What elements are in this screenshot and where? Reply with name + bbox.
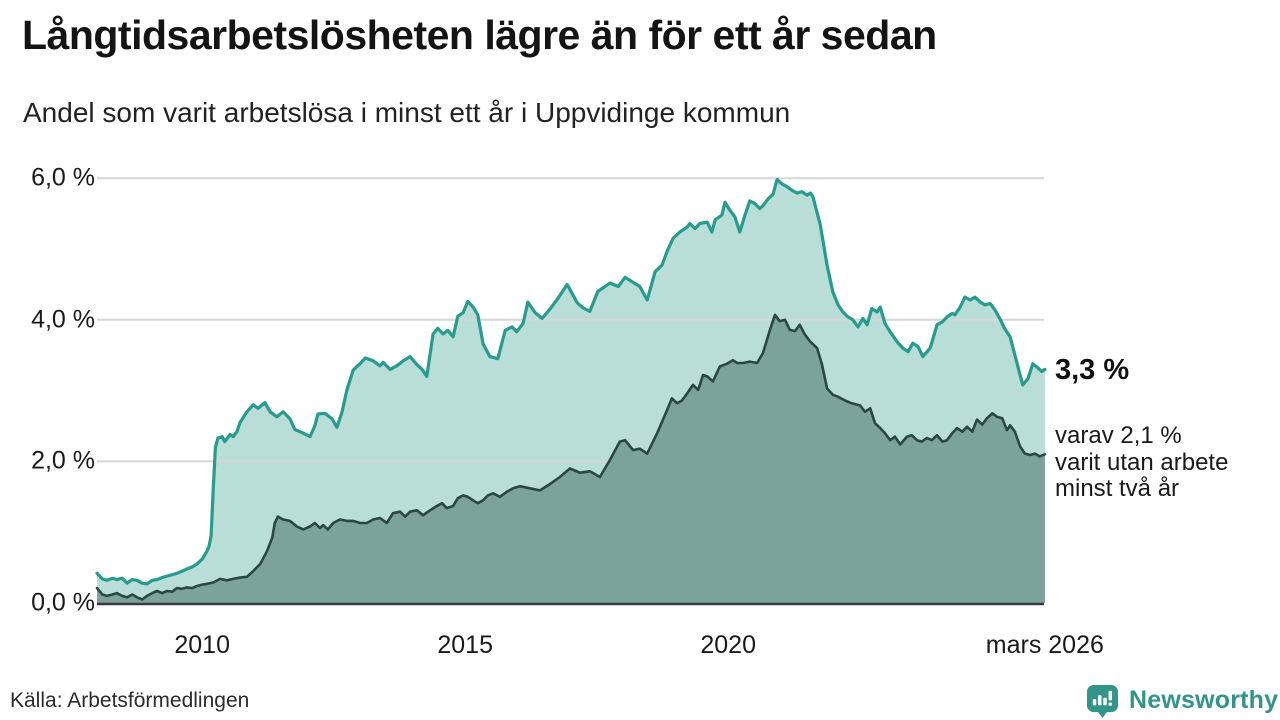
x-tick-label-mars-2026: mars 2026 — [985, 631, 1104, 659]
x-tick-label-2015: 2015 — [437, 631, 493, 659]
latest-value-label: 3,3 % — [1055, 354, 1130, 386]
newsworthy-wordmark: Newsworthy — [1129, 686, 1279, 714]
y-tick-label-4: 4,0 % — [31, 305, 95, 334]
y-tick-label-6: 6,0 % — [31, 163, 95, 192]
note-line-1: varav 2,1 % — [1055, 422, 1182, 449]
x-tick-label-2010: 2010 — [174, 631, 230, 659]
series-min-two-years-line — [95, 313, 1047, 601]
latest-value-note: varav 2,1 % varit utan arbete minst två … — [1055, 422, 1229, 503]
note-line-3: minst två år — [1055, 475, 1180, 502]
y-tick-label-2: 2,0 % — [31, 446, 95, 475]
newsworthy-pin-bar-chart-icon — [1085, 683, 1120, 718]
y-tick-label-0: 0,0 % — [31, 588, 95, 617]
x-tick-label-2020: 2020 — [700, 631, 756, 659]
chart-title: Långtidsarbetslösheten lägre än för ett … — [22, 12, 937, 58]
source-attribution: Källa: Arbetsförmedlingen — [10, 689, 250, 712]
note-line-2: varit utan arbete — [1055, 448, 1229, 476]
series-min-one-year-line — [95, 178, 1047, 586]
series-min-two-years-area — [97, 314, 1045, 603]
chart-subtitle: Andel som varit arbetslösa i minst ett å… — [23, 97, 791, 128]
newsworthy-logo: Newsworthy — [1085, 683, 1278, 718]
